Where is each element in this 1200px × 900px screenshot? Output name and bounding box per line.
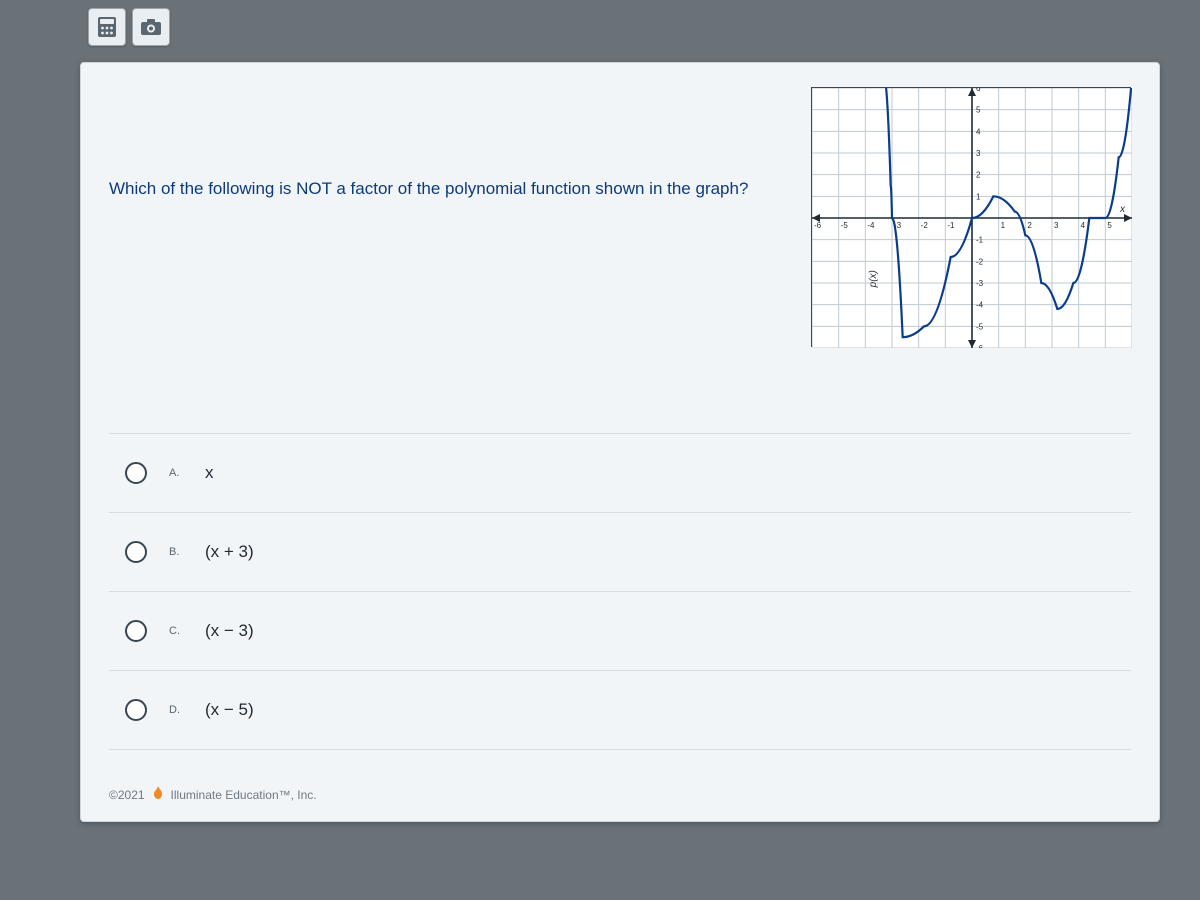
option-d[interactable]: D. (x − 5) bbox=[109, 670, 1131, 750]
svg-text:-3: -3 bbox=[976, 279, 984, 288]
option-text: (x + 3) bbox=[205, 542, 254, 562]
option-c[interactable]: C. (x − 3) bbox=[109, 591, 1131, 670]
brand: Illuminate Education™, Inc. bbox=[171, 788, 317, 802]
svg-text:-6: -6 bbox=[814, 221, 822, 230]
option-b[interactable]: B. (x + 3) bbox=[109, 512, 1131, 591]
svg-text:-1: -1 bbox=[947, 221, 955, 230]
svg-text:3: 3 bbox=[1054, 221, 1059, 230]
svg-text:-6: -6 bbox=[976, 344, 984, 348]
camera-icon bbox=[140, 18, 162, 36]
svg-text:4: 4 bbox=[976, 127, 981, 136]
svg-text:6: 6 bbox=[976, 88, 981, 93]
calculator-button[interactable] bbox=[88, 8, 126, 46]
stage: Which of the following is NOT a factor o… bbox=[0, 0, 1200, 900]
radio-b[interactable] bbox=[125, 541, 147, 563]
svg-text:1: 1 bbox=[1001, 221, 1006, 230]
option-text: (x − 5) bbox=[205, 700, 254, 720]
flame-icon bbox=[153, 786, 163, 803]
svg-text:2: 2 bbox=[976, 171, 981, 180]
svg-text:-2: -2 bbox=[921, 221, 929, 230]
polynomial-graph: -6-5-4-3-2-1123456123456-1-2-3-4-5-6xp(x… bbox=[811, 87, 1131, 347]
svg-text:-4: -4 bbox=[976, 301, 984, 310]
radio-a[interactable] bbox=[125, 462, 147, 484]
footer: ©2021 Illuminate Education™, Inc. bbox=[109, 786, 317, 803]
option-letter: C. bbox=[169, 625, 183, 637]
svg-text:-5: -5 bbox=[841, 221, 849, 230]
option-letter: B. bbox=[169, 546, 183, 558]
option-a[interactable]: A. x bbox=[109, 433, 1131, 512]
question-card: Which of the following is NOT a factor o… bbox=[80, 62, 1160, 822]
option-letter: A. bbox=[169, 467, 183, 479]
option-text: x bbox=[205, 463, 214, 483]
svg-text:2: 2 bbox=[1027, 221, 1032, 230]
toolbar bbox=[88, 8, 170, 46]
svg-text:-1: -1 bbox=[976, 236, 984, 245]
calculator-icon bbox=[97, 16, 117, 38]
graph-svg: -6-5-4-3-2-1123456123456-1-2-3-4-5-6xp(x… bbox=[812, 88, 1132, 348]
option-letter: D. bbox=[169, 704, 183, 716]
question-row: Which of the following is NOT a factor o… bbox=[109, 87, 1131, 347]
svg-text:x: x bbox=[1119, 204, 1126, 215]
svg-text:4: 4 bbox=[1081, 221, 1086, 230]
radio-d[interactable] bbox=[125, 699, 147, 721]
camera-button[interactable] bbox=[132, 8, 170, 46]
question-prompt: Which of the following is NOT a factor o… bbox=[109, 179, 793, 199]
option-text: (x − 3) bbox=[205, 621, 254, 641]
svg-text:-4: -4 bbox=[867, 221, 875, 230]
svg-text:1: 1 bbox=[976, 192, 981, 201]
answer-options: A. x B. (x + 3) C. (x − 3) D. (x − 5) bbox=[109, 433, 1131, 750]
copyright: ©2021 bbox=[109, 788, 145, 802]
radio-c[interactable] bbox=[125, 620, 147, 642]
svg-text:5: 5 bbox=[976, 106, 981, 115]
svg-text:p(x): p(x) bbox=[868, 270, 879, 288]
svg-text:-5: -5 bbox=[976, 322, 984, 331]
svg-text:-2: -2 bbox=[976, 257, 984, 266]
svg-text:5: 5 bbox=[1107, 221, 1112, 230]
svg-text:3: 3 bbox=[976, 149, 981, 158]
